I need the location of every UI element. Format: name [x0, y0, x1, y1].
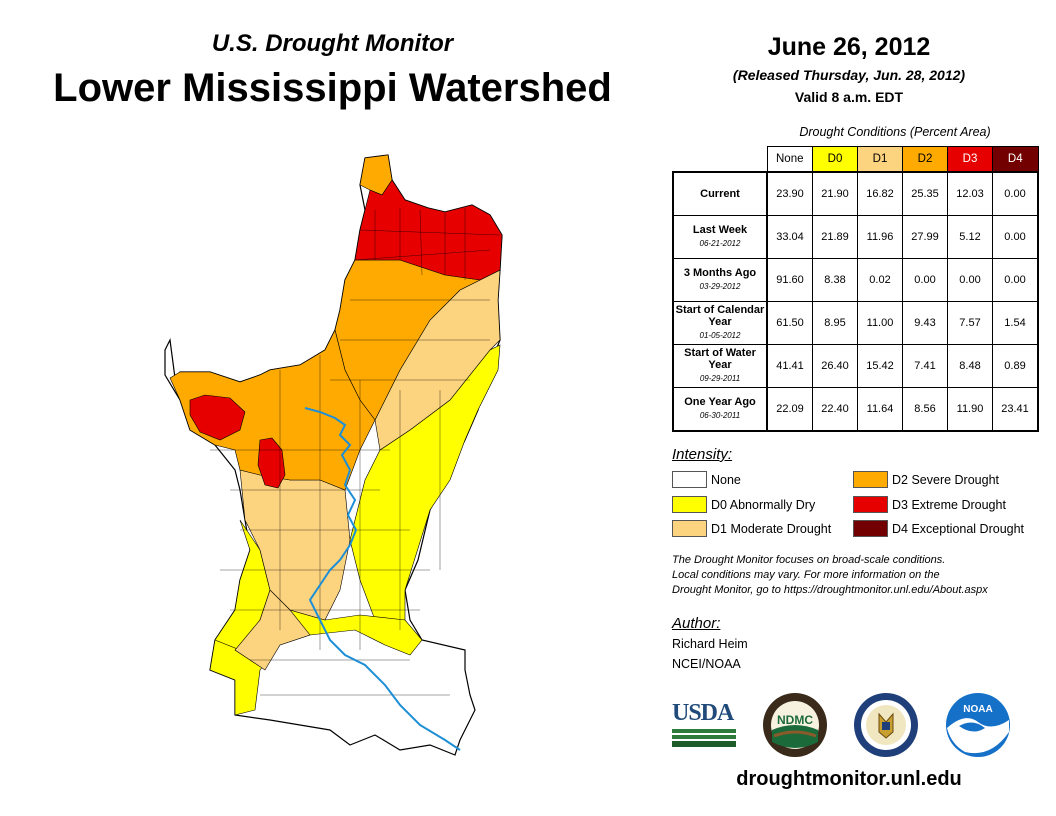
- table-cell: 27.99: [902, 215, 948, 259]
- commerce-seal-logo: [854, 693, 918, 757]
- table-cell: 91.60: [766, 258, 813, 302]
- author-name: Richard Heim: [672, 637, 748, 651]
- table-cell: 8.56: [902, 387, 948, 432]
- table-cell: 23.41: [992, 387, 1039, 432]
- table-row: Current 23.90 21.90 16.82 25.35 12.03 0.…: [672, 171, 1039, 216]
- table-cell: 0.00: [902, 258, 948, 302]
- row-label: Current: [672, 171, 768, 216]
- d3-zone-central: [257, 437, 286, 489]
- valid-time: Valid 8 a.m. EDT: [794, 89, 904, 105]
- row-label: Last Week 06-21-2012: [672, 215, 768, 259]
- table-cell: 61.50: [766, 301, 813, 345]
- drought-conditions-table: None D0 D1 D2 D3 D4 Current 23.90 21.90 …: [672, 146, 1039, 432]
- col-d0: D0: [812, 146, 858, 173]
- legend-swatch: [672, 471, 707, 488]
- usda-stripes-icon: [672, 729, 736, 747]
- table-cell: 21.90: [812, 171, 858, 216]
- table-cell: 8.95: [812, 301, 858, 345]
- valid-date: June 26, 2012: [767, 33, 931, 61]
- legend-item-d2: D2 Severe Drought: [853, 471, 999, 488]
- table-cell: 11.90: [947, 387, 993, 432]
- legend-item-none: None: [672, 471, 741, 488]
- disclaimer-note: The Drought Monitor focuses on broad-sca…: [672, 554, 988, 596]
- ndmc-logo: NDMC: [763, 693, 827, 757]
- table-title: Drought Conditions (Percent Area): [799, 125, 991, 139]
- table-cell: 26.40: [812, 344, 858, 388]
- map-subtitle: U.S. Drought Monitor: [211, 30, 454, 57]
- release-date: (Released Thursday, Jun. 28, 2012): [732, 67, 966, 83]
- row-label: Start of Calendar Year 01-05-2012: [672, 301, 768, 345]
- table-cell: 0.00: [992, 171, 1039, 216]
- legend-item-d1: D1 Moderate Drought: [672, 520, 831, 537]
- legend-swatch: [853, 520, 888, 537]
- legend-swatch: [672, 520, 707, 537]
- table-row: One Year Ago 06-30-2011 22.09 22.40 11.64…: [672, 387, 1039, 432]
- legend-swatch: [853, 471, 888, 488]
- legend-item-d4: D4 Exceptional Drought: [853, 520, 1024, 537]
- author-org: NCEI/NOAA: [672, 657, 741, 671]
- svg-text:NOAA: NOAA: [963, 704, 992, 715]
- mississippi-river: [304, 407, 461, 751]
- table-cell: 15.42: [857, 344, 903, 388]
- table-cell: 16.82: [857, 171, 903, 216]
- d1-zone-south: [234, 589, 311, 671]
- drought-map: [164, 154, 503, 756]
- table-cell: 33.04: [766, 215, 813, 259]
- table-cell: 0.00: [992, 215, 1039, 259]
- col-none: None: [766, 146, 813, 173]
- table-cell: 5.12: [947, 215, 993, 259]
- map-title: Lower Mississippi Watershed: [53, 66, 612, 110]
- col-d1: D1: [857, 146, 903, 173]
- legend-title: Intensity:: [672, 446, 733, 463]
- table-row: Last Week 06-21-2012 33.04 21.89 11.96 27…: [672, 215, 1039, 259]
- table-cell: 25.35: [902, 171, 948, 216]
- table-cell: 22.09: [766, 387, 813, 432]
- county-boundaries: [210, 208, 501, 696]
- table-cell: 11.96: [857, 215, 903, 259]
- table-cell: 7.41: [902, 344, 948, 388]
- legend-swatch: [853, 496, 888, 513]
- col-d3: D3: [947, 146, 993, 173]
- table-cell: 7.57: [947, 301, 993, 345]
- table-cell: 23.90: [766, 171, 813, 216]
- usda-logo: USDA: [672, 700, 736, 750]
- noaa-logo: NOAA: [946, 693, 1010, 757]
- table-cell: 8.48: [947, 344, 993, 388]
- table-cell: 21.89: [812, 215, 858, 259]
- table-cell: 0.89: [992, 344, 1039, 388]
- row-label: 3 Months Ago 03-29-2012: [672, 258, 768, 302]
- table-cell: 11.00: [857, 301, 903, 345]
- d3-zone-north: [354, 179, 503, 281]
- table-row: Start of Water Year 09-29-2011 41.41 26.4…: [672, 344, 1039, 388]
- table-header-row: None D0 D1 D2 D3 D4: [673, 146, 1039, 173]
- col-d2: D2: [902, 146, 948, 173]
- table-cell: 11.64: [857, 387, 903, 432]
- row-label: One Year Ago 06-30-2011: [672, 387, 768, 432]
- website-url[interactable]: droughtmonitor.unl.edu: [736, 768, 962, 790]
- table-row: 3 Months Ago 03-29-2012 91.60 8.38 0.02 0…: [672, 258, 1039, 302]
- table-row: Start of Calendar Year 01-05-2012 61.50 8…: [672, 301, 1039, 345]
- row-label: Start of Water Year 09-29-2011: [672, 344, 768, 388]
- table-cell: 22.40: [812, 387, 858, 432]
- table-cell: 1.54: [992, 301, 1039, 345]
- col-d4: D4: [992, 146, 1039, 173]
- legend-item-d3: D3 Extreme Drought: [853, 496, 1006, 513]
- d3-zone-northwest: [189, 394, 246, 441]
- legend-swatch: [672, 496, 707, 513]
- table-cell: 9.43: [902, 301, 948, 345]
- table-cell: 0.00: [947, 258, 993, 302]
- table-cell: 8.38: [812, 258, 858, 302]
- table-cell: 0.02: [857, 258, 903, 302]
- table-cell: 12.03: [947, 171, 993, 216]
- legend-item-d0: D0 Abnormally Dry: [672, 496, 815, 513]
- author-label: Author:: [672, 615, 721, 632]
- table-cell: 0.00: [992, 258, 1039, 302]
- svg-text:NDMC: NDMC: [777, 713, 813, 727]
- table-cell: 41.41: [766, 344, 813, 388]
